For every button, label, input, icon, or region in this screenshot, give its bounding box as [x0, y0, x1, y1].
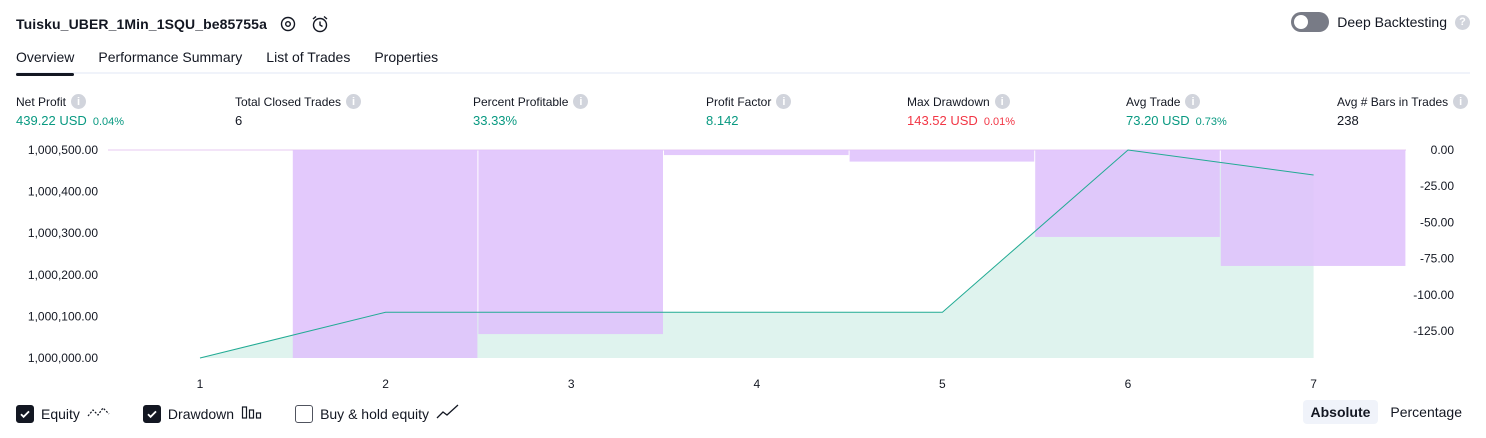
drawdown-bar — [664, 150, 849, 156]
metric-percent: 0.01% — [983, 116, 1016, 128]
equity-area — [200, 150, 1314, 358]
metric-label: Max Drawdown — [907, 94, 990, 109]
absolute-button[interactable]: Absolute — [1302, 400, 1379, 424]
drawdown-bar — [292, 150, 478, 358]
drawdown-bar — [1220, 150, 1406, 266]
info-icon[interactable]: i — [994, 94, 1010, 109]
info-icon[interactable]: i — [71, 94, 87, 109]
info-icon[interactable]: i — [776, 94, 792, 109]
buy-hold-checkbox[interactable]: Buy & hold equity — [295, 404, 460, 423]
equity-drawdown-chart: 1,000,500.00 1,000,400.00 1,000,300.00 1,00… — [28, 143, 1455, 391]
x-axis-tick: 6 — [1125, 377, 1132, 391]
x-axis-tick: 2 — [382, 377, 389, 391]
settings-icon[interactable] — [277, 13, 299, 35]
left-axis-tick: 1,000,000.00 — [28, 351, 98, 365]
metric-value: 6 — [235, 113, 243, 128]
right-axis-tick: -100.00 — [1413, 288, 1454, 302]
metric-value: 8.142 — [706, 113, 739, 128]
value-mode-switch: Absolute Percentage — [1302, 400, 1471, 424]
metric-total-closed-trades: Total Closed Trades i 6 — [235, 94, 362, 128]
metric-percent-profitable: Percent Profitable i 33.33% — [473, 94, 589, 128]
metric-value: 33.33% — [473, 113, 518, 128]
x-axis-tick: 3 — [568, 377, 575, 391]
drawdown-label: Drawdown — [167, 405, 235, 422]
metric-avg-trade: Avg Trade i 73.20 USD 0.73% — [1126, 94, 1227, 128]
tab-bar: Overview Performance Summary List of Tra… — [16, 46, 1470, 76]
tab-overview[interactable]: Overview — [16, 46, 75, 76]
metric-value: 439.22 USD — [16, 113, 87, 128]
percentage-button[interactable]: Percentage — [1390, 404, 1462, 420]
metric-avg-bars: Avg # Bars in Trades i 238 — [1337, 94, 1469, 128]
right-axis-tick: -25.00 — [1420, 179, 1454, 193]
drawdown-bar — [849, 150, 1035, 162]
checkbox-checked-icon — [16, 404, 34, 423]
deep-backtesting-toggle[interactable] — [1291, 12, 1330, 32]
metric-label: Avg Trade — [1126, 94, 1181, 109]
equity-line — [199, 149, 1314, 359]
metric-net-profit: Net Profit i 439.22 USD 0.04% — [16, 94, 124, 128]
metric-value: 238 — [1337, 113, 1359, 128]
alert-clock-icon[interactable] — [309, 13, 331, 35]
right-axis-tick: -75.00 — [1420, 252, 1454, 266]
deep-backtesting: Deep Backtesting ? — [1291, 12, 1470, 32]
strategy-name: Tuisku_UBER_1Min_1SQU_be85755a — [16, 16, 267, 32]
metric-percent: 0.73% — [1195, 116, 1227, 128]
info-icon[interactable]: i — [346, 94, 362, 109]
equity-label: Equity — [41, 405, 80, 422]
metric-percent: 0.04% — [92, 116, 125, 128]
tab-list-of-trades[interactable]: List of Trades — [266, 49, 351, 65]
checkbox-unchecked-icon — [295, 404, 314, 423]
x-axis-tick: 5 — [939, 377, 946, 391]
left-axis-tick: 1,000,300.00 — [28, 226, 98, 240]
metric-label: Profit Factor — [706, 94, 772, 109]
left-axis-tick: 1,000,500.00 — [28, 143, 98, 157]
metric-label: Avg # Bars in Trades — [1337, 94, 1449, 109]
x-axis-tick: 4 — [753, 377, 760, 391]
equity-line-icon — [87, 404, 111, 423]
buy-hold-label: Buy & hold equity — [320, 405, 430, 422]
info-icon[interactable]: i — [1185, 94, 1201, 109]
help-icon[interactable]: ? — [1455, 14, 1470, 30]
tab-properties[interactable]: Properties — [374, 49, 439, 65]
metric-label: Total Closed Trades — [235, 94, 342, 109]
drawdown-bar — [478, 150, 663, 335]
strategy-header: Tuisku_UBER_1Min_1SQU_be85755a — [16, 10, 331, 38]
deep-backtesting-label: Deep Backtesting — [1337, 14, 1447, 30]
info-icon[interactable]: i — [1453, 94, 1469, 109]
right-axis-tick: -50.00 — [1420, 215, 1454, 229]
left-axis-tick: 1,000,200.00 — [28, 268, 98, 282]
drawdown-bars-icon — [241, 404, 263, 423]
metric-label: Net Profit — [16, 94, 67, 109]
x-axis-tick: 1 — [197, 377, 204, 391]
right-axis-tick: 0.00 — [1431, 143, 1455, 157]
metric-profit-factor: Profit Factor i 8.142 — [706, 94, 792, 128]
metric-max-drawdown: Max Drawdown i 143.52 USD 0.01% — [907, 94, 1015, 128]
tab-performance-summary[interactable]: Performance Summary — [98, 49, 243, 65]
metric-value: 143.52 USD — [907, 113, 978, 128]
metric-value: 73.20 USD — [1126, 113, 1190, 128]
right-axis-tick: -125.00 — [1413, 324, 1454, 338]
x-axis-tick: 7 — [1310, 377, 1317, 391]
checkbox-checked-icon — [142, 404, 161, 423]
chart-legend: Equity Drawdown Buy & hold equity — [16, 404, 492, 423]
drawdown-bar — [1035, 150, 1220, 237]
left-axis-tick: 1,000,100.00 — [28, 309, 98, 323]
buy-hold-line-icon — [436, 404, 460, 423]
info-icon[interactable]: i — [573, 94, 589, 109]
equity-checkbox[interactable]: Equity — [16, 404, 111, 423]
left-axis-tick: 1,000,400.00 — [28, 185, 98, 199]
drawdown-checkbox[interactable]: Drawdown — [142, 404, 263, 423]
metric-label: Percent Profitable — [473, 94, 569, 109]
